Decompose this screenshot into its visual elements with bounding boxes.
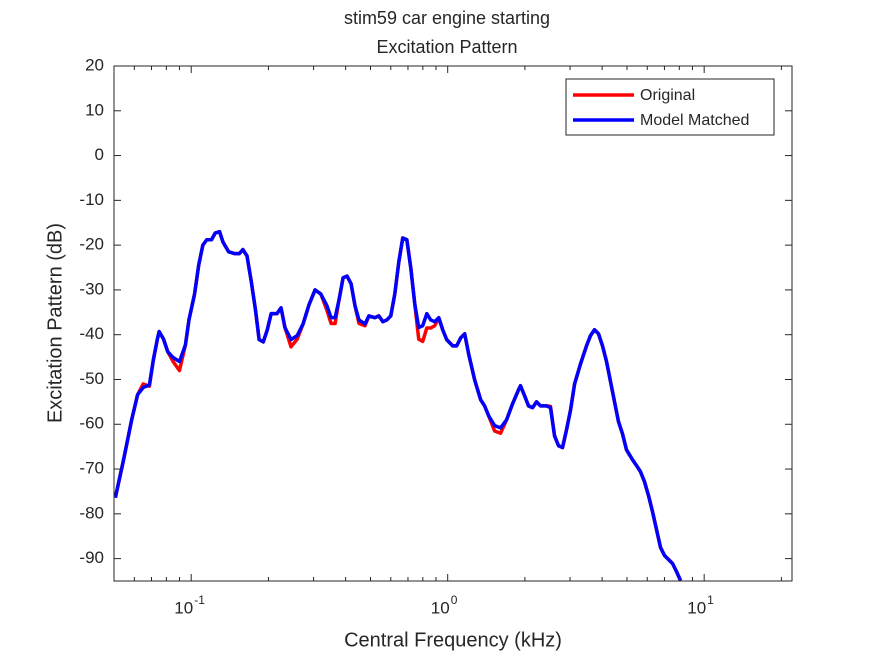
- y-tick-label: -70: [79, 459, 104, 478]
- x-tick-exponent: 0: [451, 593, 458, 607]
- y-tick-label: 20: [85, 55, 104, 74]
- x-tick-exponent: 1: [707, 593, 714, 607]
- x-tick-exponent: -1: [194, 593, 205, 607]
- y-tick-label: -30: [79, 279, 104, 298]
- x-axis-label: Central Frequency (kHz): [344, 629, 562, 651]
- chart-title: stim59 car engine starting: [344, 8, 550, 28]
- y-tick-label: -50: [79, 369, 104, 388]
- x-tick-label: 10: [174, 598, 193, 617]
- legend-label: Original: [640, 87, 695, 104]
- y-tick-label: -60: [79, 414, 104, 433]
- plot-lines: [114, 229, 683, 581]
- y-tick-label: -10: [79, 190, 104, 209]
- y-tick-label: 10: [85, 100, 104, 119]
- plot-box: [113, 65, 793, 582]
- data-line: [114, 229, 683, 581]
- legend-label: Model Matched: [640, 112, 749, 129]
- chart-subtitle: Excitation Pattern: [376, 37, 517, 57]
- y-tick-label: 0: [95, 145, 104, 164]
- y-axis-label: Excitation Pattern (dB): [44, 223, 66, 423]
- x-tick-label: 10: [431, 598, 450, 617]
- y-tick-label: -90: [79, 548, 104, 567]
- legend-box: [565, 78, 775, 136]
- y-tick-label: -80: [79, 503, 104, 522]
- y-tick-label: -20: [79, 235, 104, 254]
- x-tick-label: 10: [687, 598, 706, 617]
- y-tick-label: -40: [79, 324, 104, 343]
